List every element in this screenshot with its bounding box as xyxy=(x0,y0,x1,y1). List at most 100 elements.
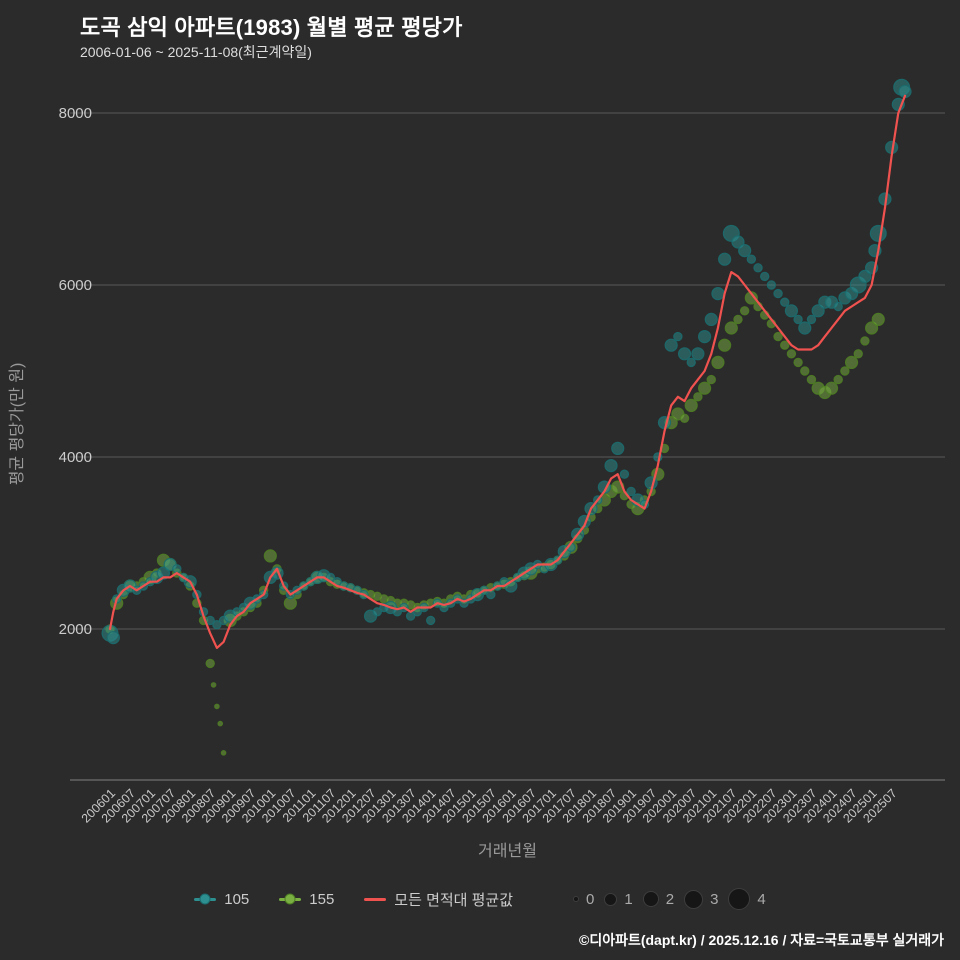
legend: 105 155 모든 면적대 평균값 0 1 2 3 xyxy=(0,888,960,910)
data-point-105[interactable] xyxy=(664,338,678,352)
data-point-155[interactable] xyxy=(263,549,277,563)
data-point-105[interactable] xyxy=(773,288,783,299)
size-dot-1-icon xyxy=(604,892,618,906)
data-point-105[interactable] xyxy=(780,297,790,307)
data-point-155[interactable] xyxy=(718,338,732,352)
data-point-155[interactable] xyxy=(800,366,810,376)
data-point-105[interactable] xyxy=(711,287,725,301)
legend-label-average: 모든 면적대 평균값 xyxy=(394,891,514,909)
legend-item-average[interactable]: 모든 면적대 평균값 xyxy=(364,889,513,910)
data-point-105[interactable] xyxy=(673,331,683,342)
data-point-105[interactable] xyxy=(626,486,636,497)
data-point-155[interactable] xyxy=(833,374,843,385)
data-point-155[interactable] xyxy=(844,355,859,369)
copyright-source-text: ©디아파트(dapt.kr) / 2025.12.16 / 자료=국토교통부 실… xyxy=(579,932,944,948)
size-dot-2-icon xyxy=(642,891,659,907)
y-axis-title: 평균 평당가(만 원) xyxy=(8,363,26,486)
series-105-marker-icon xyxy=(194,893,217,905)
data-point-105[interactable] xyxy=(793,314,803,325)
data-point-105[interactable] xyxy=(619,469,630,479)
data-point-105[interactable] xyxy=(798,321,812,335)
data-point-105[interactable] xyxy=(738,244,752,258)
y-tick-label: 8000 xyxy=(59,105,92,122)
size-label-2: 2 xyxy=(665,890,675,908)
data-point-105[interactable] xyxy=(686,357,696,368)
data-point-105[interactable] xyxy=(833,301,843,312)
data-point-155[interactable] xyxy=(724,321,738,335)
legend-label-155: 155 xyxy=(309,890,335,908)
data-point-155[interactable] xyxy=(205,658,215,669)
size-label-1: 1 xyxy=(624,890,633,908)
data-point-155[interactable] xyxy=(806,374,817,385)
data-point-105[interactable] xyxy=(604,459,618,473)
data-point-155[interactable] xyxy=(679,413,690,423)
data-point-105[interactable] xyxy=(611,441,625,455)
data-point-105[interactable] xyxy=(486,589,496,600)
data-point-105[interactable] xyxy=(704,312,718,326)
data-point-105[interactable] xyxy=(746,254,757,264)
legend-label-105: 105 xyxy=(224,890,250,908)
data-point-155[interactable] xyxy=(793,357,803,368)
data-point-105[interactable] xyxy=(806,314,817,325)
legend-item-105[interactable]: 105 xyxy=(194,891,249,908)
average-price-line xyxy=(108,94,907,650)
y-tick-label: 2000 xyxy=(59,621,92,638)
size-label-3: 3 xyxy=(710,890,719,908)
data-point-155[interactable] xyxy=(214,703,220,710)
data-point-155[interactable] xyxy=(697,381,712,395)
page-title: 도곡 삼익 아파트(1983) 월별 평균 평당가 xyxy=(80,15,463,40)
data-point-155[interactable] xyxy=(693,392,703,402)
data-point-155[interactable] xyxy=(860,336,870,346)
data-point-105[interactable] xyxy=(677,347,692,361)
data-point-155[interactable] xyxy=(786,349,797,359)
data-point-155[interactable] xyxy=(871,312,885,326)
data-point-105[interactable] xyxy=(172,564,182,574)
data-point-155[interactable] xyxy=(711,355,725,369)
size-item-2: 2 xyxy=(642,890,675,908)
size-item-3: 3 xyxy=(684,889,719,909)
data-point-155[interactable] xyxy=(684,398,698,412)
data-point-105[interactable] xyxy=(156,566,171,580)
data-point-155[interactable] xyxy=(217,720,224,727)
data-point-155[interactable] xyxy=(853,349,863,359)
size-item-1: 1 xyxy=(604,890,633,908)
data-point-105[interactable] xyxy=(766,280,777,290)
data-point-105[interactable] xyxy=(753,263,763,273)
size-item-0: 0 xyxy=(573,891,594,908)
y-tick-label: 6000 xyxy=(59,277,92,294)
data-point-105[interactable] xyxy=(691,347,705,361)
data-point-105[interactable] xyxy=(718,252,732,266)
size-label-4: 4 xyxy=(757,890,766,908)
data-point-105[interactable] xyxy=(858,269,872,283)
legend-item-155[interactable]: 155 xyxy=(279,891,334,908)
data-point-155[interactable] xyxy=(840,366,850,376)
data-point-105[interactable] xyxy=(731,235,745,249)
data-point-155[interactable] xyxy=(739,306,750,316)
data-point-155[interactable] xyxy=(210,682,217,688)
data-point-105[interactable] xyxy=(212,620,222,630)
series-155-marker-icon xyxy=(279,893,302,905)
x-axis-title: 거래년월 xyxy=(478,842,537,860)
data-point-155[interactable] xyxy=(733,314,743,325)
size-dot-3-icon xyxy=(684,889,704,909)
data-point-155[interactable] xyxy=(773,331,783,342)
data-point-155[interactable] xyxy=(780,340,790,350)
data-point-155[interactable] xyxy=(864,321,879,335)
data-point-105[interactable] xyxy=(425,615,436,626)
data-point-105[interactable] xyxy=(106,630,120,645)
data-point-105[interactable] xyxy=(784,304,799,318)
data-point-155[interactable] xyxy=(824,381,839,395)
data-point-155[interactable] xyxy=(220,750,227,756)
data-point-105[interactable] xyxy=(372,607,382,617)
size-label-0: 0 xyxy=(586,890,595,908)
y-tick-label: 4000 xyxy=(59,449,92,466)
size-dot-4-icon xyxy=(728,888,751,910)
data-point-105[interactable] xyxy=(760,271,770,282)
data-point-105[interactable] xyxy=(811,304,825,318)
data-point-105[interactable] xyxy=(869,224,887,242)
data-point-105[interactable] xyxy=(697,330,712,344)
date-range-subtitle: 2006-01-06 ~ 2025-11-08(최근계약일) xyxy=(80,44,312,60)
size-dot-0-icon xyxy=(573,896,580,902)
data-point-155[interactable] xyxy=(706,374,716,385)
average-line-marker-icon xyxy=(364,897,387,901)
